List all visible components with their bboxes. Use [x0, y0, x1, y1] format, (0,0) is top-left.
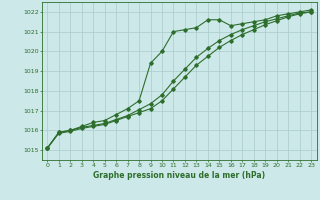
X-axis label: Graphe pression niveau de la mer (hPa): Graphe pression niveau de la mer (hPa) — [93, 171, 265, 180]
